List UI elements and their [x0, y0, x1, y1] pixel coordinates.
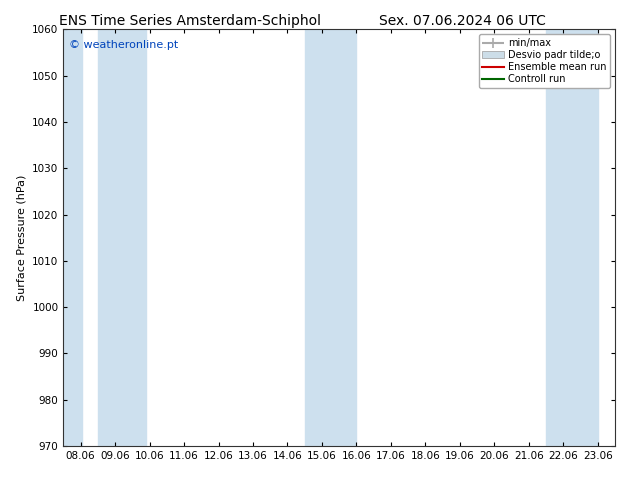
Text: ENS Time Series Amsterdam-Schiphol: ENS Time Series Amsterdam-Schiphol: [59, 14, 321, 28]
Bar: [63, 29, 82, 446]
Bar: [305, 29, 356, 446]
Y-axis label: Surface Pressure (hPa): Surface Pressure (hPa): [16, 174, 27, 301]
Text: Sex. 07.06.2024 06 UTC: Sex. 07.06.2024 06 UTC: [379, 14, 547, 28]
Bar: [98, 29, 146, 446]
Bar: [546, 29, 598, 446]
Legend: min/max, Desvio padr tilde;o, Ensemble mean run, Controll run: min/max, Desvio padr tilde;o, Ensemble m…: [479, 34, 610, 88]
Text: © weatheronline.pt: © weatheronline.pt: [69, 40, 178, 50]
